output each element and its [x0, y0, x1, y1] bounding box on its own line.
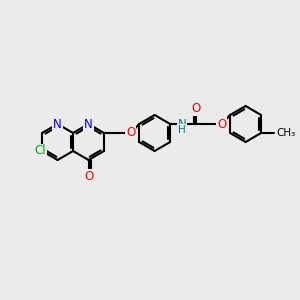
- Text: Cl: Cl: [34, 145, 46, 158]
- Text: O: O: [191, 103, 201, 116]
- Text: O: O: [126, 127, 135, 140]
- Text: N: N: [53, 118, 62, 130]
- Text: N: N: [84, 118, 93, 130]
- Text: O: O: [84, 169, 93, 182]
- Text: H: H: [178, 125, 186, 135]
- Text: N: N: [178, 118, 186, 130]
- Text: CH₃: CH₃: [276, 128, 295, 138]
- Text: O: O: [217, 118, 226, 130]
